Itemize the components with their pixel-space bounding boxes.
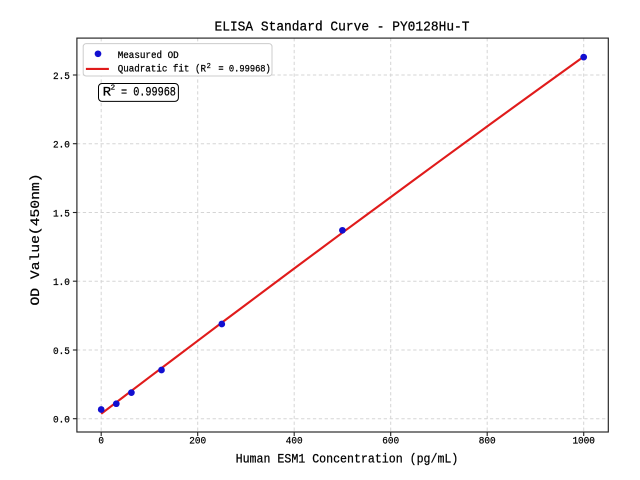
svg-text:400: 400 bbox=[286, 436, 303, 448]
svg-text:2.0: 2.0 bbox=[53, 140, 70, 152]
svg-text:1.5: 1.5 bbox=[53, 208, 70, 220]
svg-text:2.5: 2.5 bbox=[53, 71, 70, 83]
svg-text:1000: 1000 bbox=[572, 436, 595, 448]
svg-text:0.0: 0.0 bbox=[53, 415, 70, 427]
svg-text:R: R bbox=[103, 85, 112, 100]
svg-text:200: 200 bbox=[189, 436, 206, 448]
svg-text:ELISA Standard Curve - PY0128H: ELISA Standard Curve - PY0128Hu-T bbox=[215, 21, 470, 36]
svg-text:2: 2 bbox=[207, 63, 211, 71]
svg-text:Measured OD: Measured OD bbox=[118, 50, 179, 62]
svg-text:OD Value(450nm): OD Value(450nm) bbox=[28, 174, 43, 306]
svg-text:Quadratic fit (R: Quadratic fit (R bbox=[118, 63, 206, 75]
svg-text:1.0: 1.0 bbox=[53, 277, 70, 289]
svg-text:800: 800 bbox=[479, 436, 496, 448]
svg-text:= 0.99968: = 0.99968 bbox=[121, 85, 176, 100]
svg-text:2: 2 bbox=[111, 84, 116, 92]
svg-text:0: 0 bbox=[98, 436, 104, 448]
svg-text:Human ESM1 Concentration (pg/m: Human ESM1 Concentration (pg/mL) bbox=[236, 451, 459, 466]
svg-text:= 0.99968): = 0.99968) bbox=[218, 63, 270, 75]
svg-text:0.5: 0.5 bbox=[53, 346, 70, 358]
svg-text:600: 600 bbox=[382, 436, 399, 448]
